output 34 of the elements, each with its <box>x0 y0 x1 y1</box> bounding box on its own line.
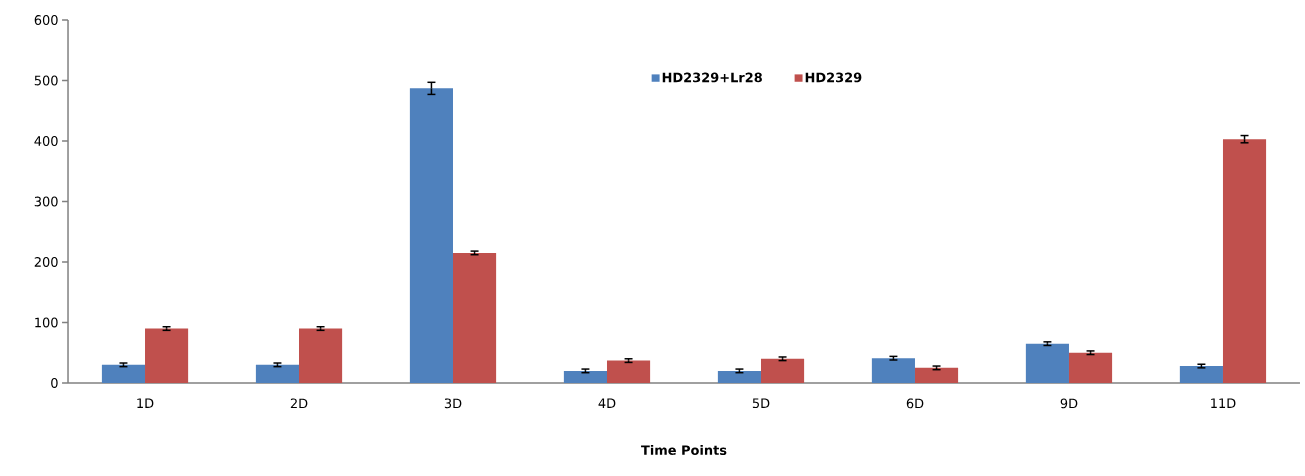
x-axis-title: Time Points <box>641 444 727 456</box>
bar <box>717 370 761 383</box>
x-tick-label: 11D <box>1211 398 1236 408</box>
bar <box>871 358 915 383</box>
bar <box>1068 352 1113 383</box>
bar <box>453 252 497 383</box>
x-tick-label: 3D <box>444 398 462 409</box>
bar <box>1179 366 1223 383</box>
legend-label: HD2329 <box>805 72 862 83</box>
bar <box>409 88 453 383</box>
y-tick-label: 0 <box>51 378 58 388</box>
bar <box>255 364 300 383</box>
bar <box>563 370 607 383</box>
bar <box>606 360 651 383</box>
x-tick-label: 2D <box>290 398 308 409</box>
y-tick-label: 400 <box>34 136 58 146</box>
y-tick-label: 600 <box>34 15 58 25</box>
bar <box>1222 139 1267 383</box>
bar <box>145 328 189 383</box>
bar <box>760 358 805 383</box>
y-tick-label: 100 <box>35 317 58 328</box>
x-tick-label: 1D <box>137 398 154 408</box>
x-tick-label: 5D <box>752 398 770 409</box>
x-tick-label: 6D <box>906 398 924 409</box>
y-tick-label: 300 <box>34 196 58 207</box>
y-tick-label: 500 <box>34 75 58 86</box>
bar <box>299 328 343 383</box>
bar <box>914 367 959 383</box>
bar <box>1025 343 1069 383</box>
y-tick-label: 200 <box>34 257 58 267</box>
x-tick-label: 4D <box>598 398 616 408</box>
x-tick-label: 9D <box>1060 398 1078 409</box>
legend-label: HD2329+Lr28 <box>662 72 762 83</box>
bar <box>101 364 146 383</box>
